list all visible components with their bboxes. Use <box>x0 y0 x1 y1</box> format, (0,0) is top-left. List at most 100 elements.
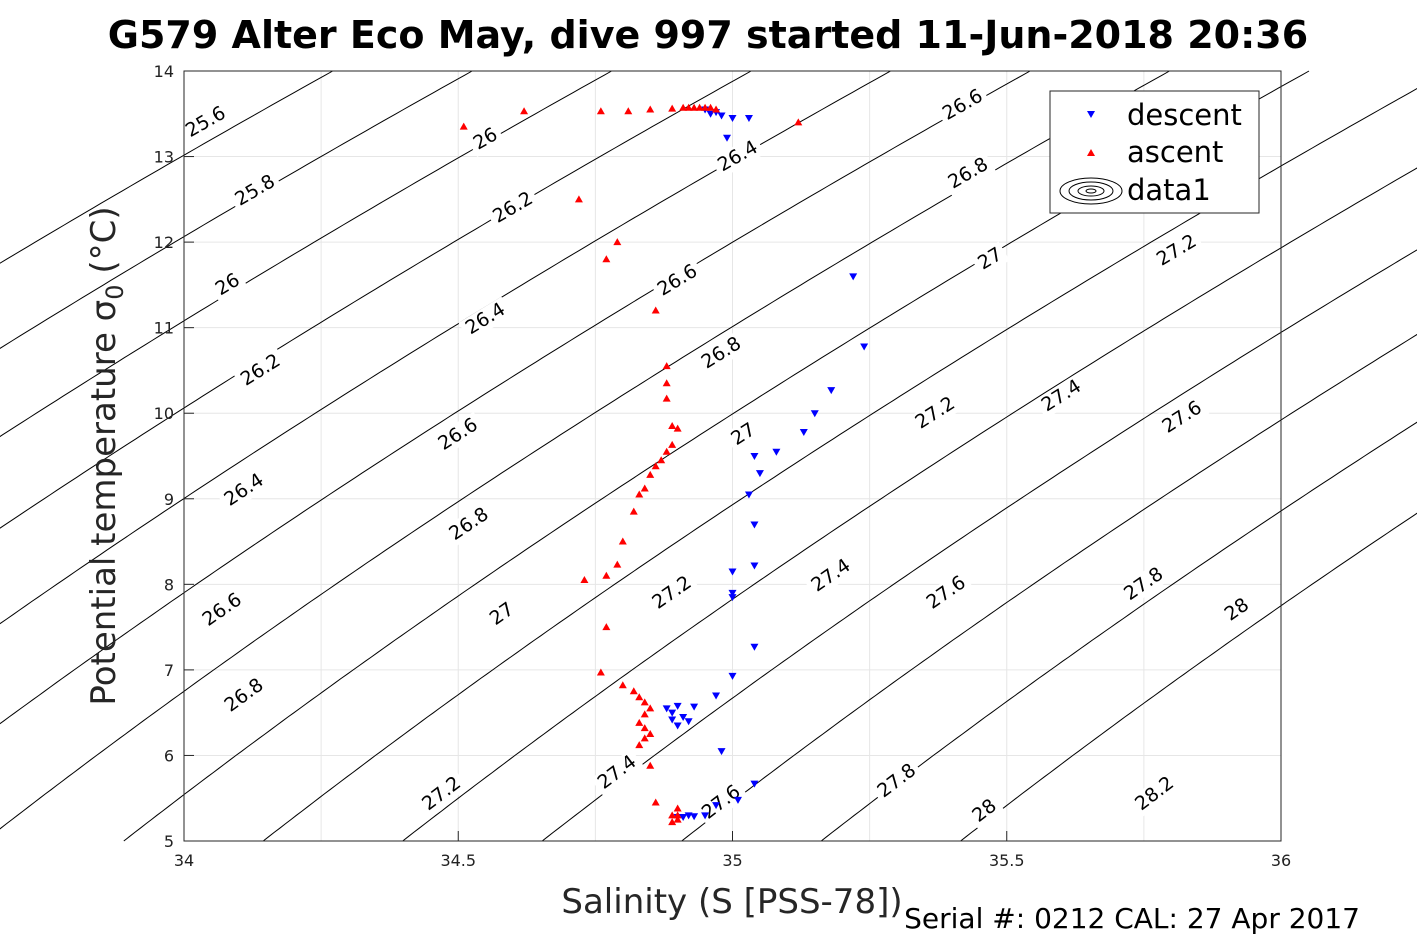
contour-label-background <box>941 151 996 196</box>
descent-point <box>750 562 759 570</box>
ascent-point <box>602 571 611 579</box>
descent-point <box>717 748 726 756</box>
ascent-point <box>673 424 682 432</box>
legend-data1-label: data1 <box>1127 173 1211 207</box>
legend-descent-marker <box>1087 111 1095 118</box>
ascent-point <box>662 394 671 402</box>
descent-point <box>849 273 858 281</box>
ascent-point <box>657 456 666 464</box>
ascent-point <box>596 668 605 676</box>
y-axis-label-sigma: σ <box>84 300 124 322</box>
ascent-point <box>651 462 660 470</box>
contour-label-background <box>228 168 283 213</box>
density-contour-line <box>681 333 1417 842</box>
y-tick-label: 13 <box>154 148 174 167</box>
contour-label-background <box>804 552 859 600</box>
contour-label-background <box>1116 560 1171 608</box>
contour-label-background <box>919 569 974 617</box>
y-axis-label-text: Potential temperature <box>84 321 124 705</box>
descent-point <box>772 448 781 456</box>
y-tick-label: 10 <box>154 404 174 423</box>
ascent-point <box>635 718 644 726</box>
x-tick-label: 35.5 <box>989 851 1025 870</box>
ascent-point <box>640 698 649 706</box>
ascent-point <box>668 422 677 430</box>
density-contour-line <box>820 421 1417 842</box>
ascent-point <box>640 710 649 718</box>
y-tick-label: 7 <box>164 661 174 680</box>
ascent-point <box>613 560 622 568</box>
descent-point <box>717 112 726 120</box>
ascent-point <box>662 379 671 387</box>
contour-label-background <box>217 467 272 514</box>
ascent-point <box>668 818 677 826</box>
ascent-point <box>673 811 682 819</box>
x-tick-label: 36 <box>1271 851 1291 870</box>
descent-point <box>701 812 710 820</box>
ascent-point <box>690 103 699 111</box>
ascent-point <box>646 105 655 113</box>
ascent-point <box>679 103 688 111</box>
contour-label-background <box>1149 228 1205 274</box>
descent-point <box>712 692 721 700</box>
contour-label-background <box>466 121 506 157</box>
ascent-point <box>459 122 468 130</box>
descent-point <box>668 716 677 724</box>
ascent-point <box>712 105 721 113</box>
descent-point <box>728 115 737 123</box>
ascent-point <box>635 741 644 749</box>
contour-label-background <box>485 185 541 231</box>
legend: descent ascent data1 <box>1049 90 1260 214</box>
descent-point <box>673 722 682 730</box>
ascent-point <box>668 440 677 448</box>
contour-label-background <box>415 769 469 818</box>
descent-point <box>728 594 737 602</box>
descent-point <box>750 453 759 460</box>
descent-point <box>679 814 688 822</box>
descent-point <box>679 713 688 721</box>
ascent-point <box>602 255 611 263</box>
x-tick-label: 34 <box>174 851 194 870</box>
descent-point <box>673 702 682 710</box>
ascent-point <box>684 103 693 111</box>
contour-label-background <box>233 347 288 394</box>
descent-point <box>706 110 715 118</box>
ascent-point <box>706 103 715 111</box>
descent-point <box>728 589 737 597</box>
ascent-point <box>668 811 677 819</box>
descent-series <box>662 106 869 822</box>
legend-data1-contour-icon <box>1059 177 1123 205</box>
ascent-point <box>640 734 649 742</box>
contour-label-background <box>1034 373 1089 419</box>
contour-label-background <box>195 586 250 634</box>
x-tick-label: 34.5 <box>440 851 476 870</box>
descent-point <box>662 705 671 713</box>
contour-label-background <box>1217 591 1257 629</box>
chart-title: G579 Alter Eco May, dive 997 started 11-… <box>108 13 1308 57</box>
ascent-point <box>629 507 638 515</box>
ascent-point <box>651 798 660 806</box>
contour-label-background <box>458 296 513 342</box>
ascent-point <box>646 730 655 738</box>
calibration-footer: Serial #: 0212 CAL: 27 Apr 2017 <box>904 902 1360 935</box>
contour-label-background <box>178 100 234 145</box>
ascent-point <box>646 470 655 478</box>
ascent-point <box>662 362 671 370</box>
contour-label-background <box>908 390 963 436</box>
ascent-point <box>640 724 649 732</box>
contour-label-background <box>694 778 749 827</box>
contour-label-background <box>694 330 749 376</box>
ascent-point <box>701 103 710 111</box>
contour-label-background <box>710 134 766 179</box>
descent-point <box>723 134 732 142</box>
descent-point <box>744 115 753 123</box>
contour-label-background <box>590 748 645 797</box>
descent-point <box>733 796 742 804</box>
legend-descent-label: descent <box>1127 98 1242 132</box>
density-contour-line <box>402 167 1417 842</box>
ascent-point <box>695 103 704 111</box>
density-contour-line <box>541 249 1417 842</box>
ascent-point <box>794 118 803 126</box>
density-contour-line <box>960 512 1417 842</box>
